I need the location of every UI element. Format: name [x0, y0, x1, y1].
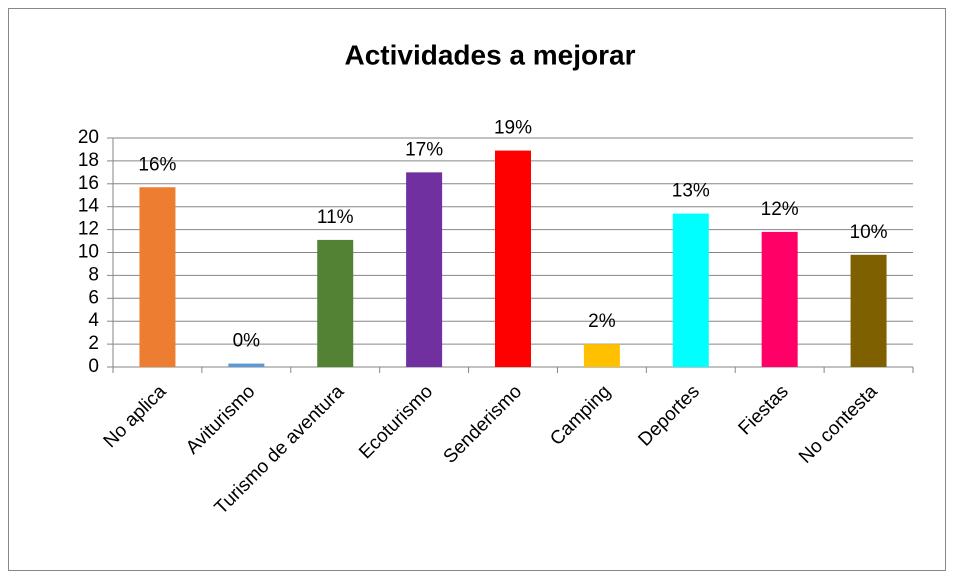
y-tick-label: 14	[78, 196, 100, 217]
y-tick-label: 4	[88, 310, 99, 331]
data-label: 0%	[233, 331, 261, 352]
bar	[761, 231, 798, 367]
y-tick-label: 0	[88, 356, 99, 377]
bar	[672, 213, 709, 367]
bar	[139, 187, 176, 367]
data-label: 16%	[138, 154, 176, 175]
y-tick-label: 8	[88, 264, 99, 285]
bar	[317, 239, 354, 367]
bar	[495, 150, 531, 367]
data-label: 2%	[588, 311, 616, 332]
data-label: 13%	[672, 181, 710, 202]
bar	[406, 172, 443, 367]
y-tick-label: 6	[88, 287, 99, 308]
bar	[583, 344, 620, 367]
y-tick-label: 10	[78, 242, 99, 263]
y-tick-label: 18	[78, 150, 99, 171]
y-tick-label: 12	[78, 219, 99, 240]
bar	[228, 363, 265, 367]
data-label: 17%	[405, 139, 443, 160]
y-tick-label: 2	[88, 333, 99, 354]
chart-title: Actividades a mejorar	[344, 39, 635, 70]
bar	[850, 254, 887, 367]
data-label: 10%	[850, 222, 888, 243]
y-tick-label: 20	[78, 127, 99, 148]
data-label: 12%	[761, 199, 799, 220]
data-label: 19%	[494, 118, 532, 139]
y-tick-label: 16	[78, 173, 99, 194]
data-label: 11%	[317, 207, 354, 228]
